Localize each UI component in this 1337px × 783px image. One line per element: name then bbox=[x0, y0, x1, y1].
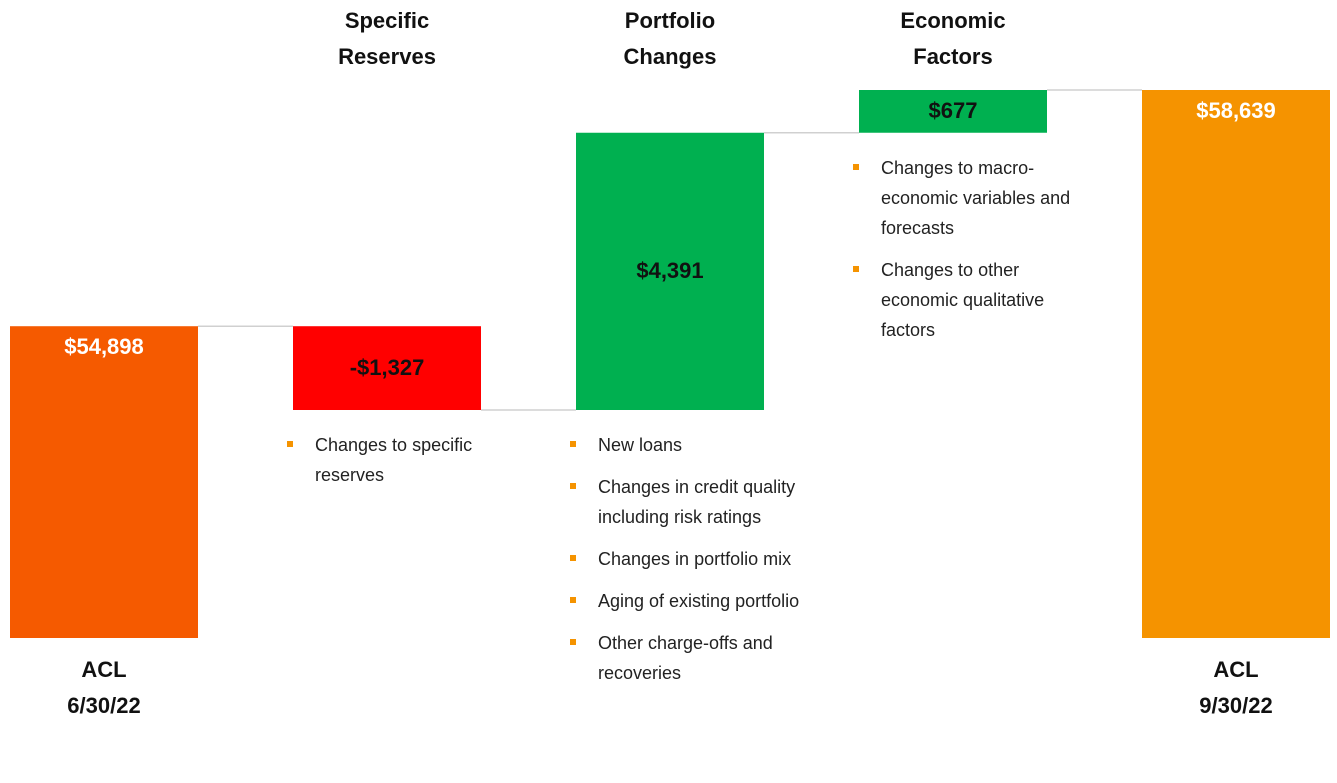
bullet-item: Changes in credit quality including risk… bbox=[570, 472, 800, 532]
value-label: $58,639 bbox=[1196, 98, 1276, 123]
bar bbox=[10, 326, 198, 638]
bullet-item: New loans bbox=[570, 430, 800, 460]
bar bbox=[293, 326, 481, 410]
bullet-item: Changes to specific reserves bbox=[287, 430, 517, 490]
bullet-item: Changes to other economic qualitative fa… bbox=[853, 255, 1083, 345]
bullet-list: Changes to specific reserves bbox=[287, 430, 517, 502]
bullet-list: Changes to macro-economic variables and … bbox=[853, 153, 1083, 357]
bullet-item: Changes in portfolio mix bbox=[570, 544, 800, 574]
bar bbox=[576, 132, 764, 410]
bullet-item: Changes to macro-economic variables and … bbox=[853, 153, 1083, 243]
category-label: ACL 6/30/22 bbox=[67, 657, 141, 718]
category-label: Specific Reserves bbox=[338, 8, 436, 69]
category-label: ACL 9/30/22 bbox=[1199, 657, 1273, 718]
category-label: Portfolio Changes bbox=[623, 8, 717, 69]
value-label: $4,391 bbox=[636, 258, 704, 284]
value-label: $54,898 bbox=[64, 334, 144, 360]
value-label: $677 bbox=[928, 98, 978, 124]
bullet-item: Other charge-offs and recoveries bbox=[570, 628, 800, 688]
category-label: Economic Factors bbox=[900, 8, 1006, 69]
bar bbox=[859, 90, 1047, 133]
bullet-list: New loans Changes in credit quality inclu… bbox=[570, 430, 800, 700]
bullet-item: Aging of existing portfolio bbox=[570, 586, 800, 616]
bar bbox=[1142, 90, 1330, 638]
value-label: -$1,327 bbox=[349, 355, 425, 381]
